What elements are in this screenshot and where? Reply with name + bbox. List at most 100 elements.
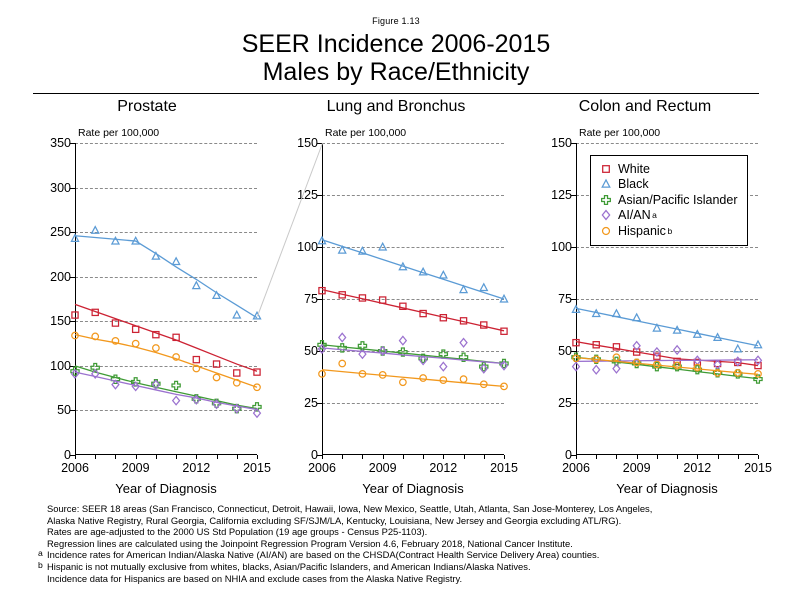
y-tick-mark xyxy=(317,455,322,456)
x-tick-mark xyxy=(362,455,364,459)
y-tick-label: 100 xyxy=(551,240,572,254)
y-tick-mark xyxy=(571,403,576,404)
x-tick-label: 2015 xyxy=(490,461,518,475)
y-tick-label: 50 xyxy=(57,403,71,418)
series-plot xyxy=(70,225,262,419)
footnote-text: Alaska Native Registry, Rural Georgia, C… xyxy=(47,514,622,526)
y-tick-label: 0 xyxy=(311,448,318,462)
chart-panel-colon-and-rectum: Colon and Rectum Rate per 100,000 0 25 50 75 1… xyxy=(516,98,774,498)
y-tick-label: 0 xyxy=(565,448,572,462)
circle-marker-icon xyxy=(598,224,614,238)
x-tick-label: 2006 xyxy=(61,461,89,475)
footnote-text: Regression lines are calculated using th… xyxy=(47,537,573,549)
y-tick-mark xyxy=(70,455,75,456)
y-tick-label: 75 xyxy=(558,292,572,306)
y-tick-label: 150 xyxy=(551,136,572,150)
gridline xyxy=(576,143,758,144)
y-tick-mark xyxy=(571,351,576,352)
x-tick-mark xyxy=(155,455,157,459)
y-tick-mark xyxy=(317,195,322,196)
y-axis xyxy=(576,143,577,455)
y-tick-label: 50 xyxy=(304,344,318,358)
footnote-line: b Hispanic is not mutually exclusive from… xyxy=(0,559,792,573)
x-axis xyxy=(322,454,504,455)
gridline xyxy=(576,403,758,404)
legend-item-black: Black xyxy=(598,177,738,193)
x-tick-mark xyxy=(596,455,598,459)
legend-footnote-marker: a xyxy=(652,210,657,221)
square-marker-icon xyxy=(598,162,614,176)
y-axis xyxy=(75,143,76,455)
plot-area: 0 25 50 75 100 125 150 2006 2009 2012 2015 Year of … xyxy=(551,136,772,496)
x-tick-label: 2015 xyxy=(744,461,772,475)
y-tick-mark xyxy=(571,143,576,144)
legend-label: Asian/Pacific Islander xyxy=(618,192,738,207)
y-tick-mark xyxy=(571,455,576,456)
gridline xyxy=(322,403,504,404)
footnote-text: Rates are age-adjusted to the 2000 US St… xyxy=(47,526,428,538)
footnote-text: Source: SEER 18 areas (San Francisco, Co… xyxy=(47,503,653,514)
x-tick-mark xyxy=(717,455,719,459)
x-tick-mark xyxy=(758,455,759,459)
plot-area: 0 50 100 150 200 250 300 350 2006 2009 2012 2015 Yea… xyxy=(50,136,271,496)
x-tick-mark xyxy=(176,455,178,459)
series-plot xyxy=(317,235,509,391)
y-tick-label: 300 xyxy=(50,180,71,195)
y-tick-mark xyxy=(70,187,75,189)
gridline xyxy=(576,351,758,352)
x-tick-mark xyxy=(196,455,198,459)
figure-label: Figure 1.13 xyxy=(372,16,420,26)
x-tick-mark xyxy=(443,455,445,459)
footnotes: Source: SEER 18 areas (San Francisco, Co… xyxy=(0,503,792,584)
cross-marker-icon xyxy=(598,193,614,207)
y-tick-mark xyxy=(571,299,576,300)
gridline xyxy=(322,299,504,300)
x-tick-label: 2009 xyxy=(622,461,651,475)
panel-title: Prostate xyxy=(117,98,177,115)
footnote-line: Rates are age-adjusted to the 2000 US St… xyxy=(0,526,792,538)
y-tick-mark xyxy=(317,247,322,248)
gridline xyxy=(576,299,758,300)
y-tick-label: 25 xyxy=(304,396,318,410)
x-tick-label: 2006 xyxy=(562,461,590,475)
x-tick-mark xyxy=(322,455,323,459)
x-tick-label: 2015 xyxy=(243,461,271,475)
y-tick-label: 150 xyxy=(297,136,318,150)
y-tick-mark xyxy=(317,403,322,404)
footnote-line: Source: SEER 18 areas (San Francisco, Co… xyxy=(0,503,792,515)
legend-item-ai-an: AI/AN a xyxy=(598,208,738,224)
x-tick-mark xyxy=(257,455,258,459)
gridline xyxy=(75,143,257,144)
y-tick-label: 350 xyxy=(50,136,71,150)
footnote-marker: a xyxy=(38,548,43,559)
plot-area: 0 25 50 75 100 125 150 2006 2009 2012 2015 Year of … xyxy=(297,136,518,496)
x-tick-mark xyxy=(677,455,679,459)
panel-title: Colon and Rectum xyxy=(578,98,712,115)
x-tick-mark xyxy=(236,455,238,459)
y-tick-mark xyxy=(317,351,322,352)
title-line-1: SEER Incidence 2006-2015 xyxy=(241,30,551,58)
series-plot xyxy=(571,304,763,384)
legend-label: Black xyxy=(618,177,649,192)
gridline xyxy=(75,365,257,367)
footnote-line: Alaska Native Registry, Rural Georgia, C… xyxy=(0,515,792,527)
legend-footnote-marker: b xyxy=(667,225,673,236)
legend-item-asian-pacific-islander: Asian/Pacific Islander xyxy=(598,192,738,208)
rate-axis-label: Rate per 100,000 xyxy=(78,127,160,139)
gridline xyxy=(322,195,504,196)
x-tick-mark xyxy=(402,455,404,459)
legend-item-hispanic: Hispanic b xyxy=(598,223,738,239)
x-axis-title: Year of Diagnosis xyxy=(115,481,217,496)
x-tick-mark xyxy=(423,455,425,459)
footnote-line: Incidence data for Hispanics are based o… xyxy=(0,573,792,585)
footnote-marker: b xyxy=(38,559,43,570)
legend-label: AI/AN xyxy=(618,208,651,223)
x-tick-label: 2006 xyxy=(308,461,336,475)
y-axis xyxy=(322,143,323,455)
footnote-text: Hispanic is not mutually exclusive from … xyxy=(47,560,531,572)
y-tick-label: 250 xyxy=(50,225,71,240)
x-tick-mark xyxy=(636,455,638,459)
y-tick-label: 150 xyxy=(50,314,71,329)
y-tick-mark xyxy=(70,143,75,144)
y-tick-label: 200 xyxy=(50,269,71,284)
